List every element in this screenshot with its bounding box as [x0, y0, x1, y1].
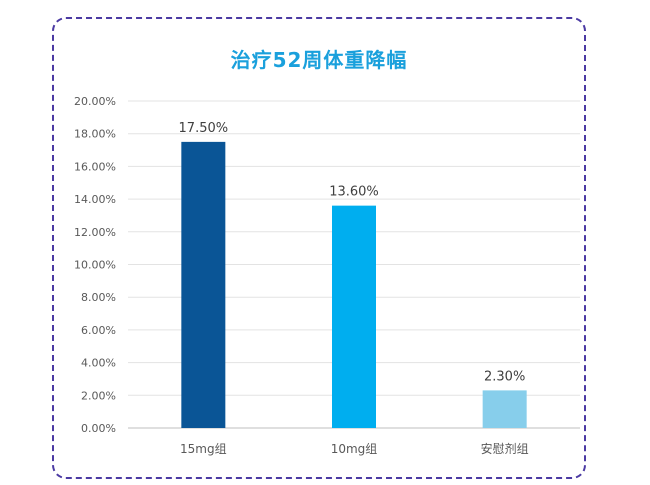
- bar: [332, 205, 376, 428]
- x-category-label: 10mg组: [331, 442, 378, 456]
- chart-title: 治疗52周体重降幅: [230, 48, 408, 72]
- bar: [482, 390, 527, 428]
- y-tick-label: 0.00%: [81, 422, 116, 435]
- bar: [181, 141, 226, 428]
- y-tick-label: 18.00%: [74, 128, 116, 141]
- data-label: 2.30%: [484, 369, 525, 384]
- y-tick-label: 2.00%: [81, 389, 116, 402]
- x-category-label: 安慰剂组: [481, 441, 529, 456]
- y-tick-label: 16.00%: [74, 160, 116, 173]
- data-label: 13.60%: [329, 185, 379, 200]
- data-label: 17.50%: [179, 121, 229, 136]
- y-tick-label: 8.00%: [81, 291, 116, 304]
- y-tick-label: 12.00%: [74, 226, 116, 239]
- y-tick-label: 6.00%: [81, 324, 116, 337]
- y-tick-label: 14.00%: [74, 193, 116, 206]
- y-tick-label: 4.00%: [81, 357, 116, 370]
- x-category-label: 15mg组: [180, 442, 227, 456]
- y-tick-label: 20.00%: [74, 95, 116, 108]
- y-tick-label: 10.00%: [74, 259, 116, 272]
